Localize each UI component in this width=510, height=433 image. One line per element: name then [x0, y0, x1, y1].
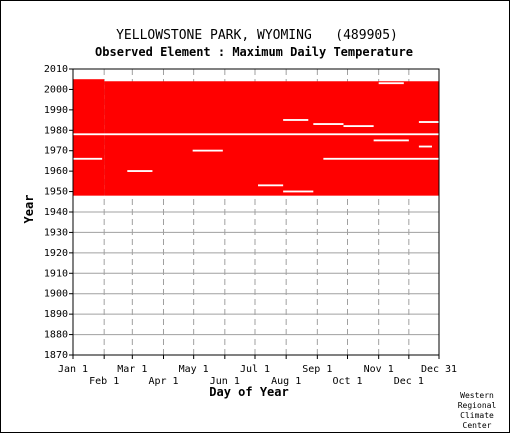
y-tick-label: 1890	[44, 309, 68, 320]
y-tick-label: 1930	[44, 227, 68, 238]
missing-gap	[373, 139, 409, 142]
x-tick-label: May 1	[179, 364, 209, 375]
credit-line-3: Climate	[460, 411, 494, 420]
y-tick-label: 1990	[44, 105, 68, 116]
y-tick-label: 1950	[44, 187, 68, 198]
y-tick-label: 1910	[44, 268, 68, 279]
x-tick-label: Mar 1	[117, 364, 147, 375]
y-tick-label: 1980	[44, 125, 68, 136]
missing-gap	[283, 119, 309, 121]
credit-line-1: Western	[460, 391, 494, 400]
y-tick-label: 2010	[44, 64, 68, 75]
x-tick-label: Nov 1	[364, 364, 394, 375]
x-tick-label: Apr 1	[148, 376, 178, 387]
missing-gap	[418, 145, 432, 148]
missing-gap	[258, 184, 284, 187]
y-tick-label: 1960	[44, 166, 68, 177]
missing-gap	[283, 190, 314, 193]
x-tick-label: Sep 1	[302, 364, 332, 375]
vertical-grid	[103, 69, 410, 355]
missing-gap	[127, 170, 153, 172]
y-tick-label: 2000	[44, 84, 68, 95]
y-axis-label: Year	[22, 195, 36, 224]
credit-line-4: Center	[463, 421, 492, 430]
y-tick-label: 1940	[44, 207, 68, 218]
x-tick-label: Jun 1	[210, 376, 240, 387]
x-tick-label: Jan 1	[58, 364, 88, 375]
missing-gap	[343, 125, 374, 128]
y-tick-label: 1970	[44, 146, 68, 157]
y-tick-label: 1920	[44, 248, 68, 259]
x-tick-label: Dec 31	[421, 364, 457, 375]
chart-title: YELLOWSTONE PARK, WYOMING (489905)	[116, 28, 398, 43]
missing-gap	[418, 121, 439, 123]
data-block	[104, 81, 440, 196]
x-axis-label: Day of Year	[209, 385, 288, 399]
chart-subtitle: Observed Element : Maximum Daily Tempera…	[95, 45, 413, 59]
missing-gap	[192, 149, 223, 152]
missing-gap	[378, 82, 404, 85]
missing-gap	[73, 133, 439, 136]
data-block	[73, 79, 105, 196]
credit-line-2: Regional	[458, 401, 497, 410]
data-layer	[73, 79, 440, 196]
missing-gap	[313, 123, 344, 125]
x-tick-label: Feb 1	[89, 376, 119, 387]
credit-block: Western Regional Climate Center	[458, 391, 497, 430]
y-axis-ticks: 1870 1880 1890 1900 1910 1920 1930 1940 1950 1960…	[44, 64, 73, 361]
x-tick-label: Dec 1	[394, 376, 424, 387]
x-tick-label: Jul 1	[240, 364, 270, 375]
y-tick-label: 1900	[44, 289, 68, 300]
missing-gap	[73, 157, 103, 160]
x-tick-label: Oct 1	[332, 376, 362, 387]
x-axis-ticks: Jan 1 Mar 1 May 1 Jul 1 Sep 1 Nov 1 Dec 31 Feb …	[58, 355, 457, 387]
y-tick-label: 1880	[44, 330, 68, 341]
y-tick-label: 1870	[44, 350, 68, 361]
missing-gap	[323, 157, 439, 160]
x-tick-label: Aug 1	[271, 376, 301, 387]
